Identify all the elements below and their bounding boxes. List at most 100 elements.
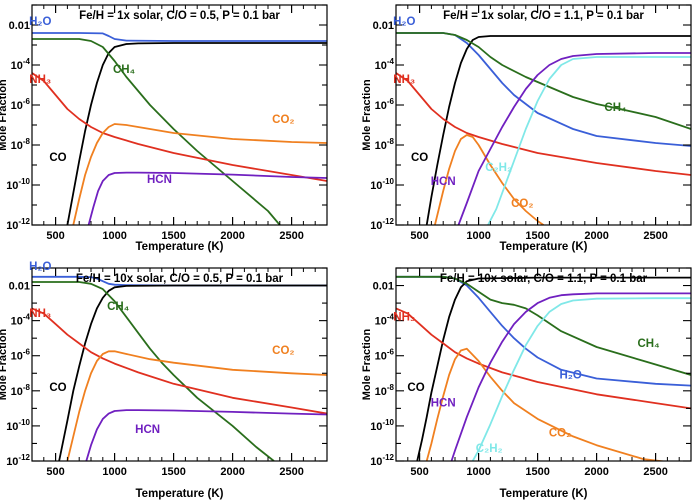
series-line-hcn: [85, 409, 327, 461]
x-tick-label: 500: [410, 230, 428, 242]
series-label: CO: [49, 382, 66, 394]
plot-frame: [31, 267, 328, 462]
x-axis-label: Temperature (K): [500, 241, 588, 253]
y-tick-label: 10-6: [375, 97, 395, 112]
chart-title: Fe/H = 1x solar, C/O = 0.5, P = 0.1 bar: [79, 10, 280, 22]
series-line-co: [416, 276, 691, 461]
y-tick-label: 10-4: [375, 313, 395, 328]
x-tick-label: 500: [46, 466, 64, 478]
chart-title: Fe/H = 10x solar, C/O = 0.5, P = 0.1 bar: [76, 273, 284, 285]
series-line-h2o: [32, 32, 327, 42]
y-tick-label: 0.01: [373, 20, 394, 32]
series-line-c2h2: [487, 56, 691, 225]
x-axis-label: Temperature (K): [136, 488, 224, 500]
chart-panel-3: 500 1000 1500 2000 2500 0.01 10-4 10-6 10-8 10-10…: [0, 261, 328, 500]
x-tick-label: 2000: [584, 466, 608, 478]
y-tick-label: 10-8: [11, 137, 31, 152]
x-tick-label: 1500: [161, 230, 185, 242]
y-tick-label: 10-10: [6, 177, 30, 192]
y-tick-label: 10-12: [6, 217, 30, 232]
series-label: CH₄: [604, 102, 626, 114]
y-tick-label: 10-8: [11, 383, 31, 398]
series-line-ch4: [396, 275, 691, 376]
x-tick-label: 2000: [220, 466, 244, 478]
x-tick-label: 2000: [584, 230, 608, 242]
y-tick-label: 10-6: [375, 348, 395, 363]
x-tick-label: 2000: [220, 230, 244, 242]
chart-title: Fe/H = 1x solar, C/O = 1.1, P = 0.1 bar: [443, 10, 644, 22]
x-tick-label: 500: [46, 230, 64, 242]
series-line-co2: [72, 123, 327, 225]
series-line-co2: [66, 350, 327, 461]
y-axis-label: Mole Fraction: [361, 79, 373, 151]
y-tick-label: 10-6: [11, 348, 31, 363]
chart-panel-2: 500 1000 1500 2000 2500 0.01 10-4 10-6 10-8 10-10…: [361, 4, 692, 253]
y-tick-label: 10-10: [370, 177, 394, 192]
series-label: H₂O: [29, 261, 51, 273]
x-tick-label: 500: [410, 466, 428, 478]
series-line-ch4: [32, 281, 275, 461]
series-line-co: [66, 42, 327, 225]
series-label: NH₃: [29, 74, 51, 86]
series-label: H₂O: [29, 16, 51, 28]
x-tick-label: 2500: [279, 230, 303, 242]
x-tick-label: 2500: [279, 466, 303, 478]
x-tick-label: 1000: [466, 230, 490, 242]
series-label: C₂H₂: [476, 443, 503, 455]
series-line-co2: [434, 134, 545, 225]
x-tick-label: 1000: [102, 230, 126, 242]
series-label: NH₃: [29, 308, 51, 320]
y-tick-label: 0.01: [9, 281, 30, 293]
x-tick-label: 1000: [102, 466, 126, 478]
series-label: HCN: [431, 176, 456, 188]
series-line-nh3: [396, 307, 691, 410]
plot-frame: [31, 4, 328, 226]
y-tick-label: 10-4: [375, 57, 395, 72]
y-tick-label: 10-12: [370, 217, 394, 232]
x-tick-label: 2500: [643, 466, 667, 478]
y-tick-label: 10-4: [11, 313, 31, 328]
series-label: CH₄: [107, 301, 129, 313]
series-label: NH₃: [393, 312, 415, 324]
series-line-co: [425, 35, 691, 225]
x-tick-label: 1500: [161, 466, 185, 478]
plot-frame: [395, 4, 692, 226]
y-tick-label: 0.01: [9, 20, 30, 32]
series-line-co: [58, 284, 327, 461]
series-line-hcn: [450, 292, 691, 461]
series-line-nh3: [32, 307, 327, 415]
chart-title: Fe/H = 10x solar, C/O = 1.1, P = 0.1 bar: [440, 273, 648, 285]
series-label: HCN: [135, 424, 160, 436]
y-axis-label: Mole Fraction: [0, 328, 9, 400]
chart-panel-4: 500 1000 1500 2000 2500 0.01 10-4 10-6 10-8 10-10…: [361, 267, 692, 500]
series-label: H₂O: [559, 370, 581, 382]
y-tick-label: 10-10: [6, 418, 30, 433]
y-axis-label: Mole Fraction: [0, 79, 9, 151]
y-tick-label: 10-10: [370, 418, 394, 433]
y-tick-label: 10-6: [11, 97, 31, 112]
series-label: CO₂: [272, 114, 294, 126]
series-line-ch4: [396, 32, 691, 130]
y-tick-label: 10-12: [370, 453, 394, 468]
series-line-nh3: [32, 72, 327, 182]
series-label: CO: [49, 152, 66, 164]
x-axis-label: Temperature (K): [136, 241, 224, 253]
x-tick-label: 2500: [643, 230, 667, 242]
y-tick-label: 10-4: [11, 57, 31, 72]
y-tick-label: 10-12: [6, 453, 30, 468]
series-label: C₂H₂: [485, 162, 512, 174]
series-label: CO₂: [272, 345, 294, 357]
series-line-co2: [425, 347, 668, 461]
x-tick-label: 1500: [525, 230, 549, 242]
y-tick-label: 10-8: [375, 137, 395, 152]
series-line-ch4: [32, 38, 281, 225]
series-line-hcn: [87, 171, 327, 225]
series-label: HCN: [147, 174, 172, 186]
chart-panel-1: 500 1000 1500 2000 2500 0.01 10-4 10-6 10-8 10-10…: [0, 4, 328, 253]
series-label: H₂O: [393, 16, 415, 28]
series-label: CH₄: [113, 64, 135, 76]
series-label: CO₂: [511, 198, 533, 210]
series-line-hcn: [457, 52, 691, 225]
series-label: CO: [407, 382, 424, 394]
